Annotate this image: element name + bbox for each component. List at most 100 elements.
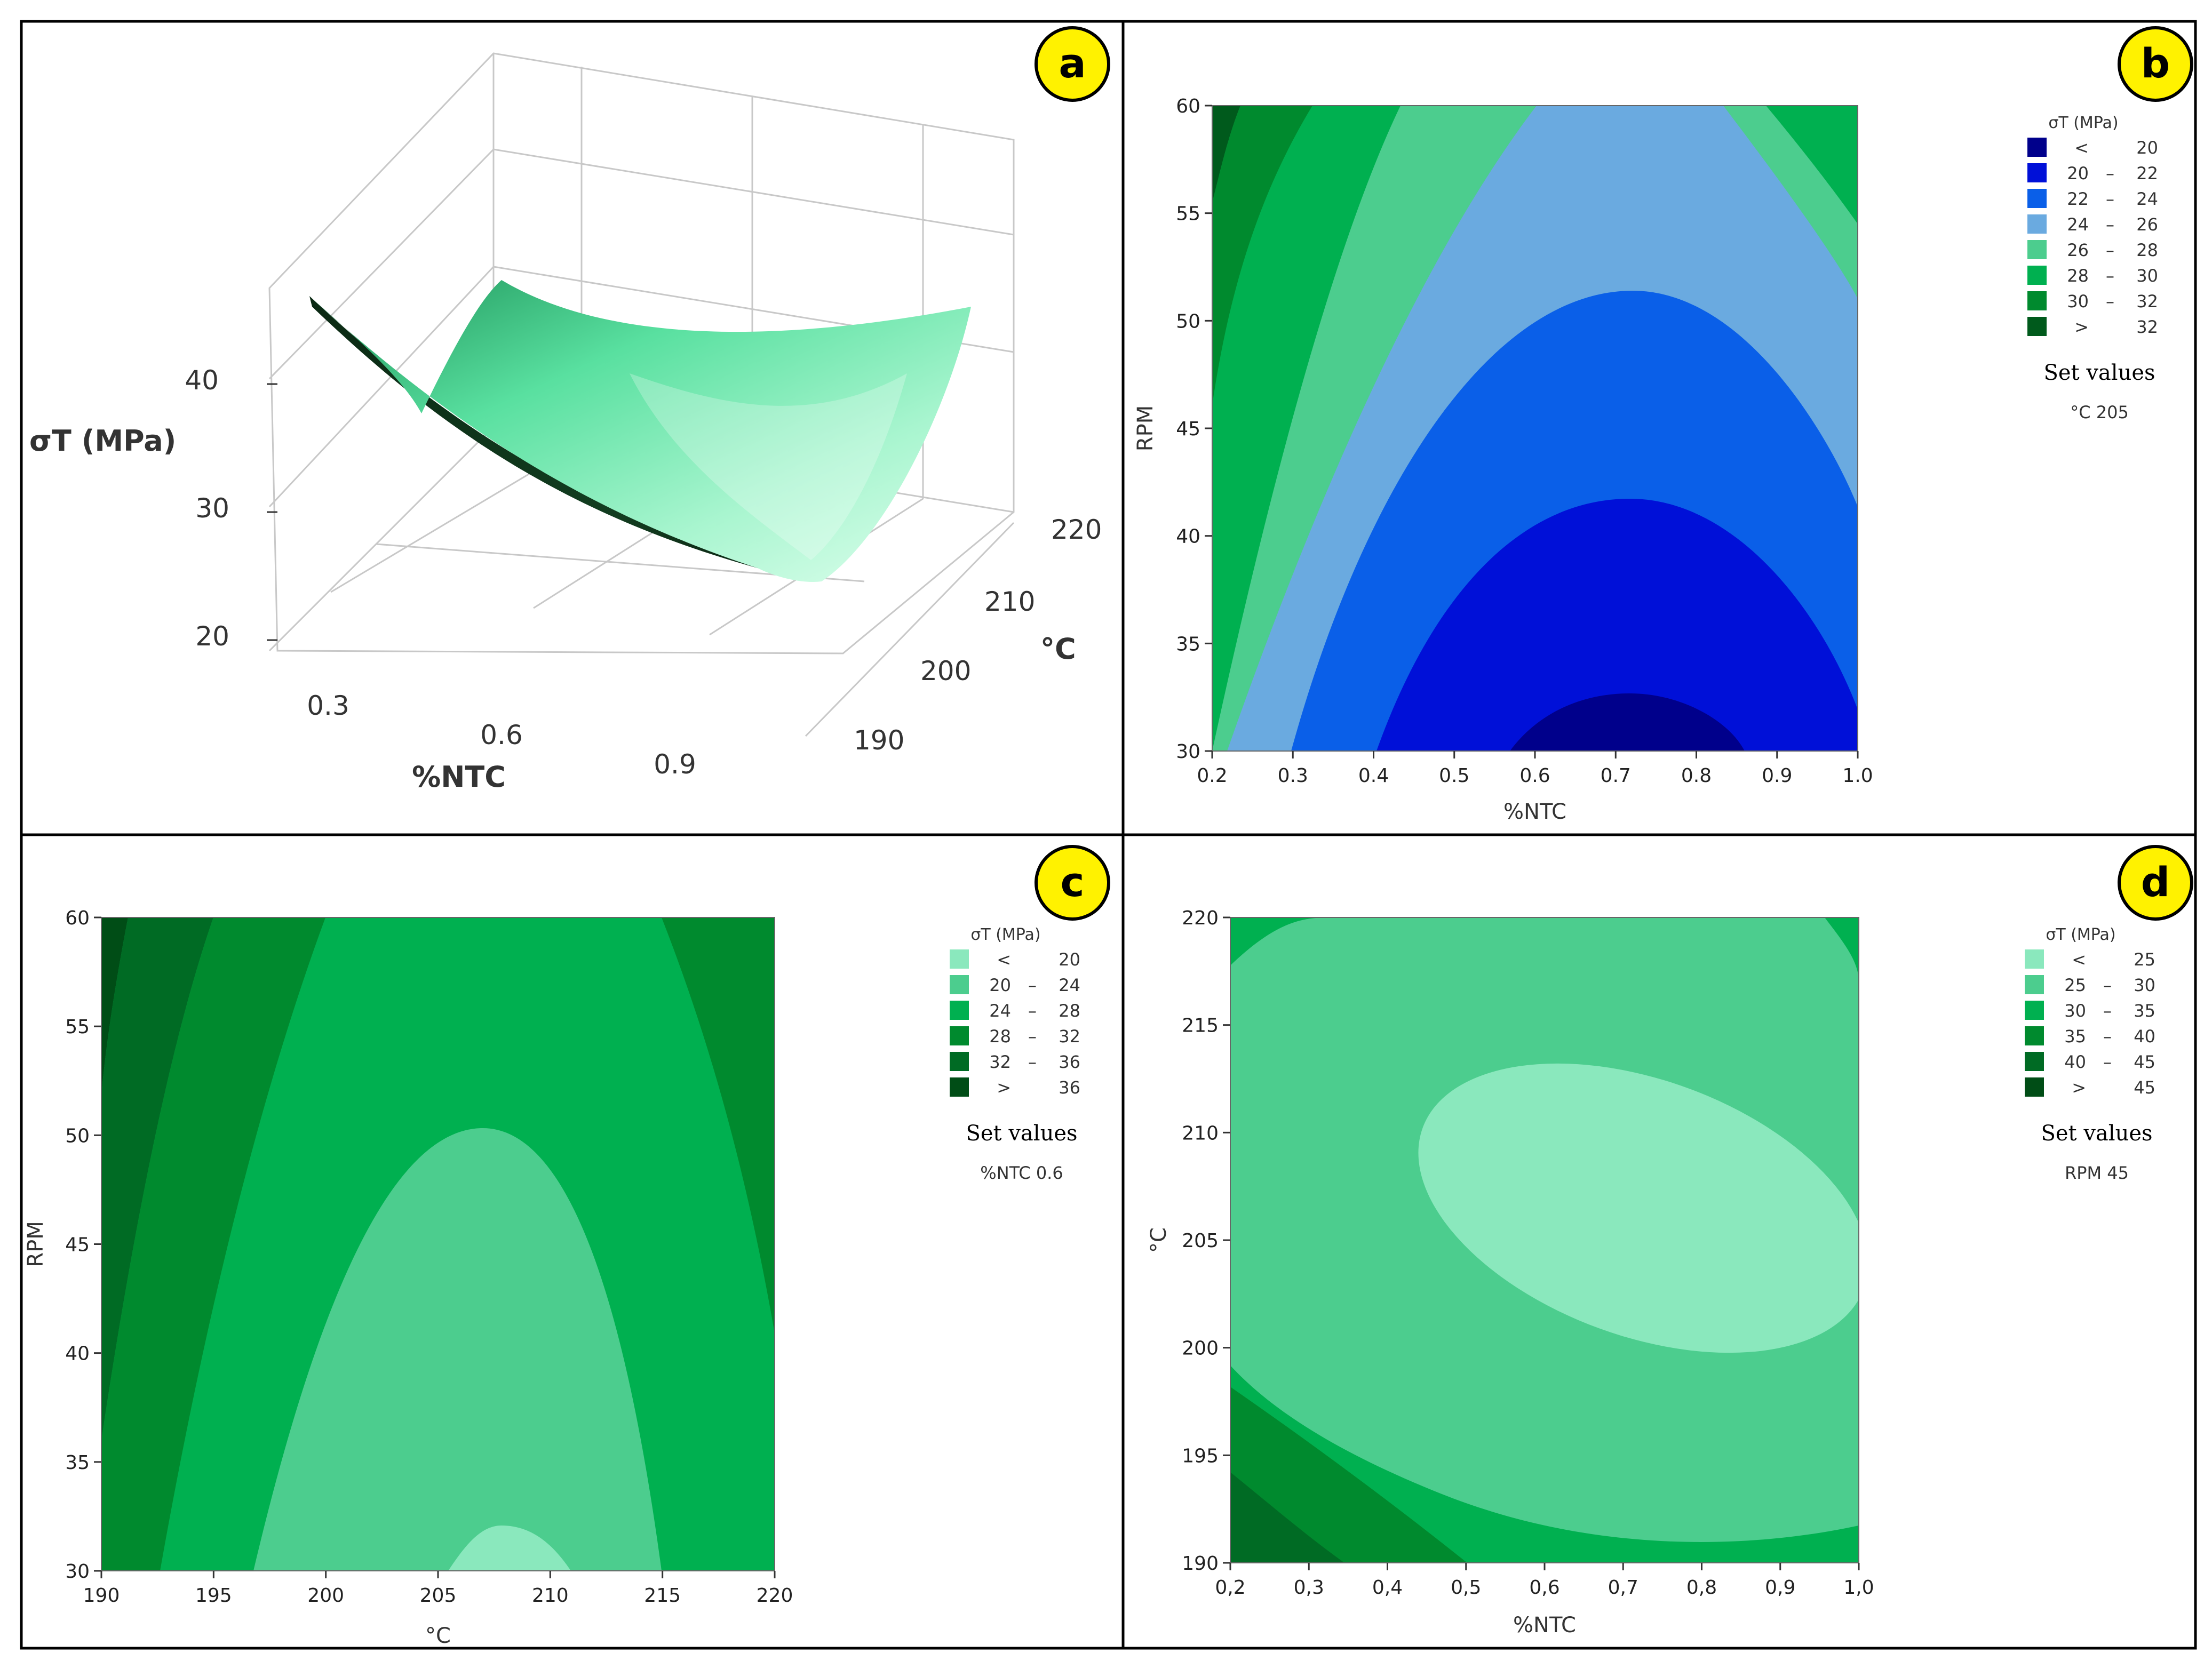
legend-dash-b: – — [2106, 291, 2114, 312]
panel-label-b: b — [2118, 26, 2193, 102]
contour-c-band-20-24 — [253, 1128, 662, 1571]
y-tick-label-d: 205 — [1182, 1230, 1219, 1252]
legend-bound-d: 40 — [2064, 1052, 2086, 1072]
x-tick-label-b: 0.7 — [1601, 765, 1631, 787]
legend-swatch-b — [2027, 317, 2047, 336]
legend-range-c: 28 — [1059, 1001, 1080, 1021]
legend-dash-d: – — [2103, 1052, 2112, 1072]
panel-label-c-text: c — [1060, 858, 1084, 906]
axes-b: 0.2 0.3 0.4 0.5 0.6 0.7 0.8 0.9 1.0 30 35 40 45 50 55 6… — [1133, 95, 1873, 824]
legend-bound-b: 22 — [2067, 189, 2089, 209]
contour-d-fills — [1230, 917, 1859, 1563]
legend-swatch-c — [950, 1052, 969, 1071]
legend-bound-b: > — [2074, 317, 2089, 337]
legend-range-d: 30 — [2134, 975, 2155, 995]
legend-range-c: 32 — [1059, 1026, 1080, 1047]
panel-label-a-text: a — [1059, 39, 1086, 87]
panel-label-b-text: b — [2141, 39, 2170, 87]
y-tick-label-d: 215 — [1182, 1015, 1219, 1037]
z-axis-title: σT (MPa) — [29, 424, 176, 458]
x-tick-label-d: 0,2 — [1215, 1577, 1245, 1599]
x-tick-label-b: 0.9 — [1762, 765, 1792, 787]
legend-dash-c: – — [1028, 1001, 1037, 1021]
y-tick-label-c: 35 — [65, 1452, 90, 1474]
legend-bound-b: < — [2074, 138, 2089, 158]
y-tick-label-c: 40 — [65, 1343, 90, 1365]
panel-c: 190 195 200 205 210 215 220 30 35 40 45 50 55 60 °C RPM… — [23, 907, 1080, 1648]
legend-range-b: 24 — [2136, 189, 2158, 209]
x-tick-label-d: 0,8 — [1686, 1577, 1717, 1599]
y-tick-210: 210 — [984, 586, 1035, 617]
x-tick-label-c: 200 — [307, 1585, 344, 1607]
y-axis-title: °C — [1040, 632, 1076, 666]
panel-a: 40 30 20 σT (MPa) 0.3 0.6 0.9 %NTC 220 2… — [29, 52, 1102, 794]
legend-dash-b: – — [2106, 214, 2114, 235]
legend-range-c: 36 — [1059, 1077, 1080, 1098]
legend-swatch-b — [2027, 189, 2047, 208]
set-values-d: RPM 45 — [2065, 1163, 2129, 1183]
z-axis: 40 30 20 σT (MPa) — [29, 365, 277, 652]
y-tick-label-d: 220 — [1182, 907, 1219, 929]
z-tick-30: 30 — [195, 493, 229, 524]
x-axis-title-d: %NTC — [1513, 1613, 1576, 1638]
legend-swatch-b — [2027, 266, 2047, 285]
legend-range-d: 45 — [2134, 1052, 2155, 1072]
legend-dash-d: – — [2103, 1001, 2112, 1021]
x-axis-title: %NTC — [412, 760, 506, 794]
set-values-title-b: Set values — [2043, 361, 2155, 385]
contour-d-band-35-40 — [1230, 1387, 1467, 1563]
legend-swatch-c — [950, 1077, 969, 1097]
contour-c-fills — [101, 917, 775, 1571]
legend-range-c: 20 — [1059, 949, 1080, 970]
legend-bound-b: 28 — [2067, 266, 2089, 286]
legend-bound-b: 20 — [2067, 163, 2089, 183]
panel-d-frame — [1121, 833, 2197, 1650]
surface-highlight — [630, 373, 907, 560]
x-tick-label-b: 0.6 — [1519, 765, 1550, 787]
panel-label-d-text: d — [2141, 858, 2170, 906]
panel-b: 0.2 0.3 0.4 0.5 0.6 0.7 0.8 0.9 1.0 30 35 40 45 50 55 6… — [1133, 95, 2158, 824]
legend-range-b: 20 — [2136, 138, 2158, 158]
legend-range-c: 36 — [1059, 1052, 1080, 1072]
contour-b-band-30-32 — [1212, 106, 1312, 405]
contour-b-band-gt-32 — [1212, 106, 1240, 203]
legend-range-b: 22 — [2136, 163, 2158, 183]
set-values-title-d: Set values — [2041, 1121, 2152, 1146]
y-tick-label-b: 45 — [1176, 418, 1200, 440]
contour-b-fills — [1212, 106, 1858, 751]
legend-swatch-d — [2025, 1001, 2044, 1020]
legend-b: σT (MPa)< 2020–2222–2424–2626–2828–3030–3… — [2027, 114, 2158, 422]
legend-range-b: 26 — [2136, 214, 2158, 235]
legend-swatch-c — [950, 949, 969, 969]
legend-bound-b: 24 — [2067, 214, 2089, 235]
y-tick-label-b: 60 — [1176, 95, 1200, 117]
legend-swatch-d — [2025, 1052, 2044, 1071]
legend-title-d: σT (MPa) — [2046, 925, 2115, 944]
legend-dash-b: – — [2106, 266, 2114, 286]
x-tick-label-c: 195 — [195, 1585, 232, 1607]
z-tick-20: 20 — [195, 621, 229, 652]
y-tick-label-d: 195 — [1182, 1445, 1219, 1467]
legend-bound-c: 32 — [989, 1052, 1011, 1072]
x-tick-label-c: 205 — [420, 1585, 457, 1607]
legend-dash-c: – — [1028, 1052, 1037, 1072]
legend-swatch-d — [2025, 1026, 2044, 1045]
legend-bound-d: 30 — [2064, 1001, 2086, 1021]
legend-swatch-d — [2025, 949, 2044, 969]
legend-range-b: 30 — [2136, 266, 2158, 286]
x-tick-label-d: 1,0 — [1843, 1577, 1874, 1599]
response-surface — [312, 280, 971, 582]
y-tick-190: 190 — [854, 725, 904, 756]
legend-bound-d: > — [2072, 1077, 2086, 1098]
y-axis-title-b: RPM — [1133, 405, 1158, 451]
contour-d-band-lt-25 — [1418, 1063, 1859, 1353]
y-tick-200: 200 — [920, 656, 971, 686]
x-tick-label-d: 0,9 — [1765, 1577, 1795, 1599]
legend-range-d: 40 — [2134, 1026, 2155, 1047]
set-values-b: °C 205 — [2070, 402, 2129, 422]
x-tick-label-b: 0.5 — [1439, 765, 1469, 787]
x-axis-title-c: °C — [425, 1624, 451, 1648]
x-tick-label-b: 0.3 — [1278, 765, 1308, 787]
